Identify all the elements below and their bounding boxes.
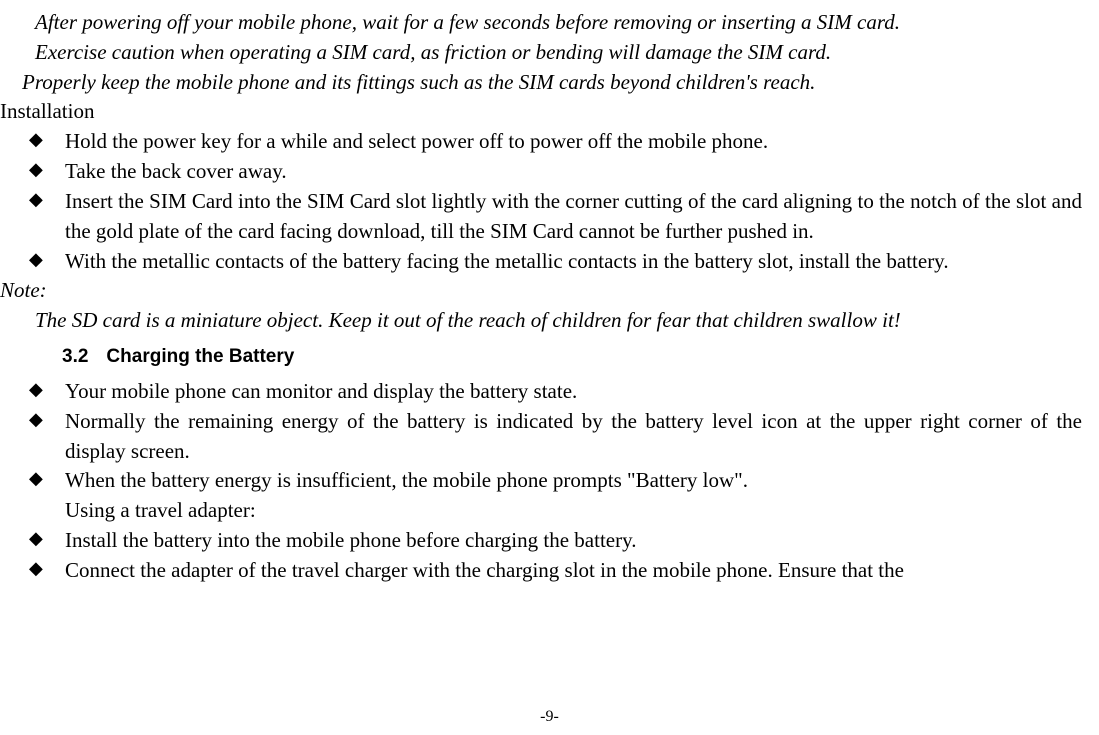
page-number: -9- [0,706,1099,729]
section-heading: 3.2 Charging the Battery [0,344,1087,371]
list-item: Your mobile phone can monitor and displa… [65,377,1087,407]
list-item: Hold the power key for a while and selec… [65,127,1087,157]
intro-line-1: After powering off your mobile phone, wa… [0,8,1087,38]
list-item: With the metallic contacts of the batter… [65,247,1087,277]
note-text: The SD card is a miniature object. Keep … [0,306,1087,336]
charging-list-a: Your mobile phone can monitor and displa… [0,377,1087,496]
installation-list: Hold the power key for a while and selec… [0,127,1087,276]
list-item: Connect the adapter of the travel charge… [65,556,1087,586]
intro-line-3: Properly keep the mobile phone and its f… [0,68,1087,98]
installation-heading: Installation [0,97,1087,127]
intro-line-2: Exercise caution when operating a SIM ca… [0,38,1087,68]
list-item: When the battery energy is insufficient,… [65,466,1087,496]
note-label: Note: [0,276,1087,306]
section-title: Charging the Battery [106,346,294,367]
list-item: Take the back cover away. [65,157,1087,187]
charging-list-b: Install the battery into the mobile phon… [0,526,1087,586]
section-number: 3.2 [62,346,88,367]
adapter-subheading: Using a travel adapter: [0,496,1087,526]
list-item: Normally the remaining energy of the bat… [65,407,1087,467]
list-item: Install the battery into the mobile phon… [65,526,1087,556]
list-item: Insert the SIM Card into the SIM Card sl… [65,187,1087,247]
